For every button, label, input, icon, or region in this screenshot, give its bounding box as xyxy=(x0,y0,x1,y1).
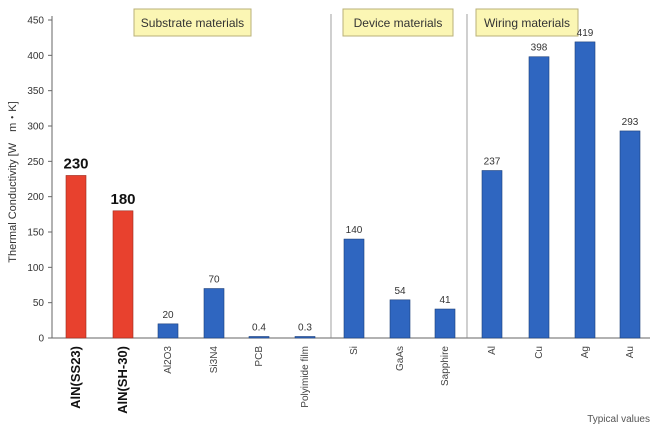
category-label: Si xyxy=(349,346,360,355)
data-label: 54 xyxy=(394,286,406,297)
data-label: 398 xyxy=(531,43,548,54)
data-label: 293 xyxy=(622,117,639,128)
category-label: Si3N4 xyxy=(209,346,220,374)
y-tick-label: 450 xyxy=(27,16,44,27)
y-tick-label: 0 xyxy=(38,334,44,345)
group-label-box xyxy=(475,8,579,37)
group-dividers: Substrate materials Device materials Wirin… xyxy=(133,8,579,338)
data-label: 0.3 xyxy=(298,323,312,334)
data-label: 41 xyxy=(439,295,451,306)
bar xyxy=(481,170,503,339)
data-label: 70 xyxy=(208,275,220,286)
y-tick-label: 300 xyxy=(27,122,44,133)
category-label: GaAs xyxy=(395,346,406,371)
group-label: Device materials xyxy=(354,16,443,30)
bar xyxy=(65,175,87,339)
category-label: Polyimide film xyxy=(300,346,311,408)
bar xyxy=(157,323,179,339)
category-label: Au xyxy=(625,346,636,358)
data-label: 419 xyxy=(577,28,594,39)
data-label: 230 xyxy=(63,155,88,172)
y-axis-label: Thermal Conductivity [W m・K] xyxy=(7,101,19,262)
bar xyxy=(434,308,456,339)
data-label: 180 xyxy=(110,191,135,208)
bar xyxy=(203,288,225,339)
y-tick-label: 150 xyxy=(27,228,44,239)
group-label: Wiring materials xyxy=(484,16,570,30)
category-label: Al xyxy=(487,346,498,355)
y-tick-label: 100 xyxy=(27,263,44,274)
bar xyxy=(248,336,270,339)
group-label: Substrate materials xyxy=(141,16,244,30)
y-tick-label: 200 xyxy=(27,192,44,203)
bar xyxy=(112,210,134,339)
data-label: 140 xyxy=(346,225,363,236)
labels: 230 AlN(SS23) 180 AlN(SH-30) 20 Al2O3 70 Si3N4 0… xyxy=(63,28,638,414)
category-label: PCB xyxy=(254,346,265,367)
data-label: 0.4 xyxy=(252,323,266,334)
category-label: Al2O3 xyxy=(163,346,174,374)
y-tick-label: 400 xyxy=(27,51,44,62)
bar xyxy=(389,299,411,339)
bars xyxy=(65,41,641,339)
y-tick-label: 250 xyxy=(27,157,44,168)
category-label: AlN(SH-30) xyxy=(115,346,130,414)
bar xyxy=(343,238,365,339)
footnote: Typical values xyxy=(587,414,650,425)
y-tick-label: 350 xyxy=(27,86,44,97)
bar xyxy=(619,130,641,339)
data-label: 237 xyxy=(484,157,501,168)
bar xyxy=(294,336,316,339)
category-label: AlN(SS23) xyxy=(68,346,83,409)
axes: 0 50 100 150 200 250 300 350 400 450 xyxy=(27,16,650,345)
group-label-box xyxy=(133,8,252,37)
bar xyxy=(528,56,550,339)
group-label-box xyxy=(342,8,454,37)
category-label: Sapphire xyxy=(440,346,451,386)
category-label: Ag xyxy=(580,346,591,358)
y-tick-label: 50 xyxy=(33,298,45,309)
bar xyxy=(574,41,596,339)
category-label: Cu xyxy=(534,346,545,359)
data-label: 20 xyxy=(162,310,174,321)
